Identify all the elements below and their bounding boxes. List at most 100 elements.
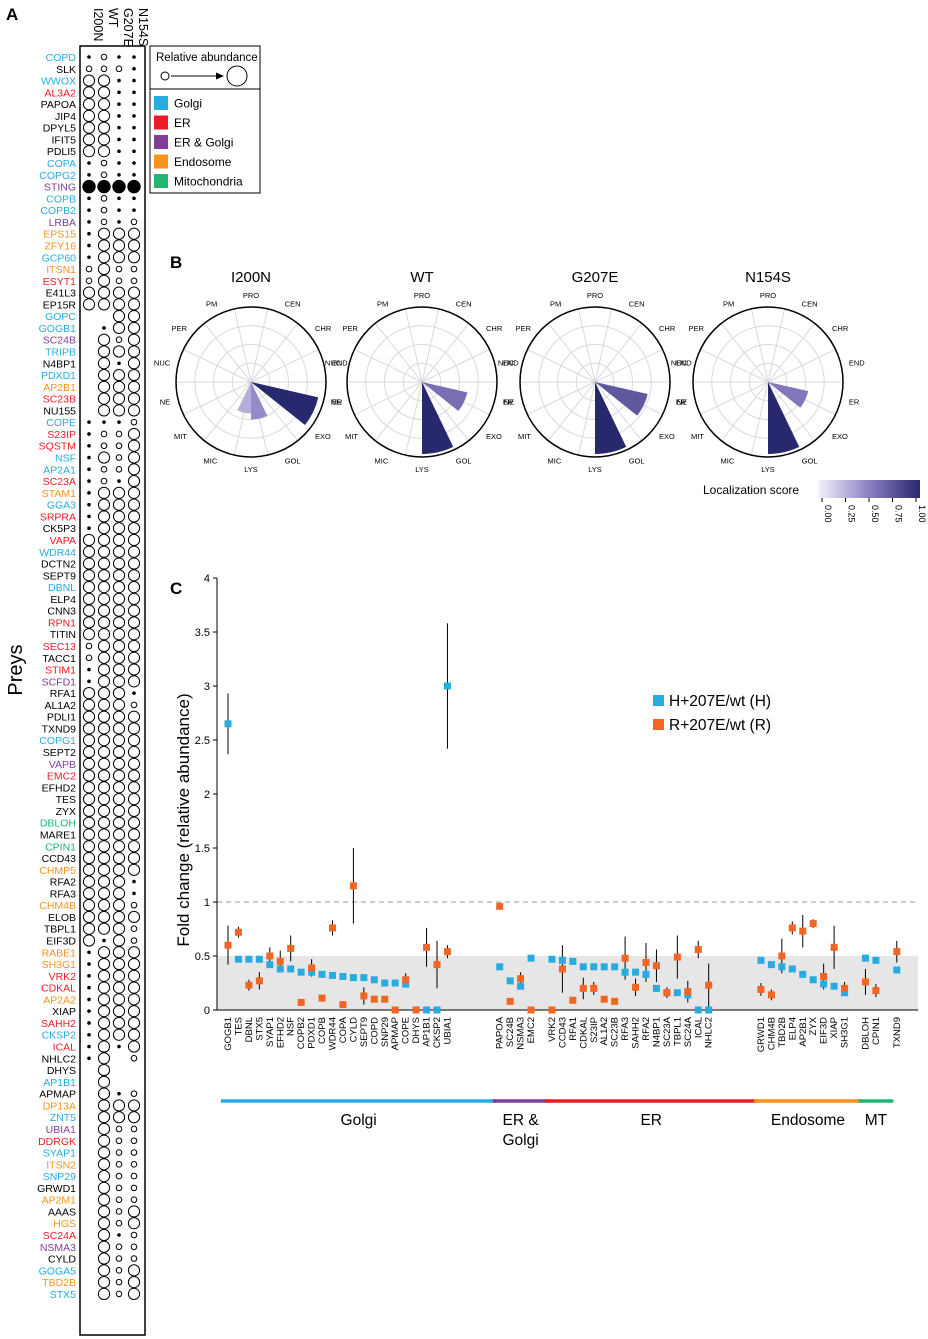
point-h	[579, 963, 587, 971]
abundance-dot	[127, 1005, 141, 1018]
abundance-dot	[97, 1111, 111, 1124]
abundance-dot	[97, 663, 111, 676]
abundance-dot	[130, 901, 138, 909]
abundance-dot	[112, 639, 126, 653]
abundance-dot	[97, 734, 111, 747]
abundance-dot	[87, 420, 91, 424]
abundance-dot	[97, 74, 111, 87]
x-tick-label: CYLD	[348, 1017, 359, 1042]
abundance-dot	[132, 114, 136, 118]
x-tick-label: RFA3	[620, 1017, 631, 1041]
radar-axis-label: PRO	[243, 291, 259, 300]
abundance-dot	[97, 757, 111, 770]
abundance-dot	[117, 420, 121, 424]
radar-axis-label: PM	[206, 300, 217, 309]
point-h	[841, 989, 849, 997]
abundance-dot	[115, 1255, 123, 1262]
abundance-dot	[115, 430, 123, 438]
prey-label: COPG2	[39, 170, 76, 182]
abundance-dot	[97, 533, 111, 547]
prey-rows: COPDSLKWWOXAL3A2PAPOAJIP4DPYL5IFIT5PDLI5…	[37, 52, 141, 1301]
panel-c-legend: H+207E/wt (H) R+207E/wt (R)	[653, 693, 771, 734]
point-r	[308, 964, 316, 972]
radar-axis-label: GOL	[285, 456, 301, 465]
point-r	[391, 1006, 399, 1014]
abundance-dot	[112, 804, 126, 818]
abundance-dot	[97, 722, 111, 735]
abundance-dot	[87, 974, 91, 978]
point-r	[590, 984, 598, 992]
prey-label: RFA1	[50, 688, 76, 700]
abundance-dot	[127, 251, 141, 264]
abundance-dot	[82, 74, 96, 87]
prey-label: CHM4B	[39, 900, 76, 912]
radar-axis-label: MIT	[518, 432, 531, 441]
legend-h-marker	[653, 695, 664, 706]
abundance-dot	[127, 592, 141, 605]
abundance-dot	[97, 251, 111, 264]
abundance-dot	[112, 1111, 126, 1124]
abundance-dot	[127, 851, 141, 865]
abundance-dot	[127, 840, 141, 853]
point-r	[830, 943, 838, 951]
abundance-dot	[130, 418, 138, 426]
abundance-dot	[127, 969, 141, 982]
legend-arrow-head-icon	[216, 72, 224, 80]
abundance-dot	[97, 875, 111, 888]
abundance-dot	[97, 910, 111, 924]
abundance-dot	[127, 1276, 141, 1289]
legend-swatch-er_golgi	[154, 135, 168, 149]
group-label: Endosome	[771, 1112, 845, 1129]
abundance-dot	[112, 286, 126, 299]
abundance-dot	[100, 206, 108, 214]
abundance-dot	[112, 510, 126, 523]
radar-spoke	[700, 349, 769, 383]
prey-label: AP2M1	[42, 1195, 77, 1207]
x-tick-label: N4BP1	[651, 1017, 662, 1047]
x-tick-labels: GOGB1 TES DBNL STX5 SYAP1 EFHD2 NSF COPB2 PDXD1 C…	[223, 1016, 903, 1052]
point-r	[841, 984, 849, 992]
point-h	[496, 963, 504, 971]
prey-label: TACC1	[42, 653, 76, 665]
y-tick-label: 2	[204, 789, 210, 801]
radar-axis-label: ER	[676, 397, 687, 406]
colorbar-tick-label: 0.25	[847, 505, 857, 523]
abundance-dot	[112, 486, 126, 499]
abundance-dot	[112, 663, 126, 676]
abundance-dot	[100, 442, 108, 450]
abundance-dot	[112, 227, 126, 240]
point-r	[663, 989, 671, 997]
abundance-dot	[100, 195, 108, 202]
abundance-dot	[127, 392, 141, 405]
abundance-dot	[112, 522, 126, 535]
abundance-dot	[100, 477, 108, 485]
prey-label: RFA3	[50, 888, 76, 900]
point-r	[809, 920, 817, 928]
point-r	[245, 981, 253, 989]
abundance-dot	[130, 1172, 138, 1180]
group-bars: Golgi ER & Golgi ER Endosome MT	[221, 1099, 894, 1149]
abundance-dot	[112, 368, 126, 382]
radar-outline	[175, 306, 327, 458]
prey-label: DDRGK	[38, 1136, 76, 1148]
abundance-dot	[97, 262, 111, 276]
abundance-dot	[132, 161, 136, 165]
abundance-dot	[127, 769, 141, 782]
prey-label: CPIN1	[45, 841, 76, 853]
abundance-dot	[127, 1111, 141, 1124]
prey-label: NU155	[43, 405, 76, 417]
abundance-dot	[112, 899, 126, 912]
abundance-dot	[97, 1240, 111, 1253]
abundance-dot	[115, 336, 123, 344]
abundance-dot	[97, 922, 111, 935]
abundance-dot	[97, 357, 111, 370]
point-r	[684, 988, 692, 996]
radar-axis-label: PER	[689, 324, 705, 333]
abundance-dot	[130, 1243, 138, 1251]
abundance-dot	[127, 616, 141, 629]
abundance-dot	[97, 675, 111, 688]
abundance-dot	[117, 1044, 121, 1049]
abundance-dot	[97, 451, 111, 464]
abundance-dot	[87, 479, 91, 483]
radar-spoke	[354, 349, 423, 383]
